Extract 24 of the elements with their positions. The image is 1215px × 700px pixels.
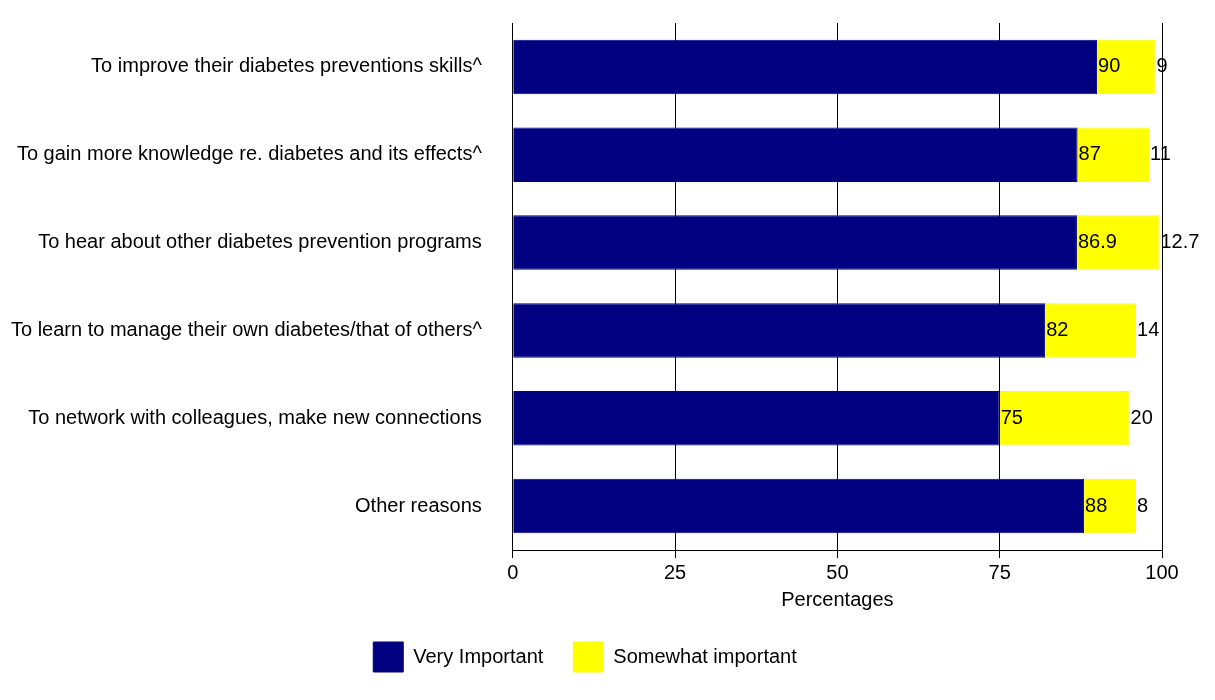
x-tick-label: 75 (988, 560, 1011, 583)
data-label: 8 (1137, 493, 1149, 516)
y-tick-label: To network with colleagues, make new connections (28, 405, 482, 428)
y-tick-label: To learn to manage their own diabetes/that of others^ (11, 317, 483, 340)
data-label: 12.7 (1160, 230, 1200, 253)
legend-label: Somewhat important (613, 644, 798, 667)
x-tick-label: 25 (663, 560, 687, 583)
y-tick-label: To hear about other diabetes prevention programs (38, 230, 482, 253)
data-label: 20 (1130, 405, 1153, 428)
x-axis-title: Percentages (781, 587, 894, 610)
data-label: 14 (1137, 317, 1160, 340)
x-tick-label: 0 (507, 560, 519, 583)
data-label: 82 (1046, 317, 1069, 340)
y-tick-label: To gain more knowledge re. diabetes and its effects^ (16, 142, 483, 165)
data-label: 87 (1078, 142, 1101, 165)
data-label: 86.9 (1077, 230, 1117, 253)
y-tick-label: Other reasons (355, 493, 482, 516)
data-label: 88 (1085, 493, 1108, 516)
data-label: 90 (1098, 54, 1121, 77)
legend-label: Very Important (413, 644, 544, 667)
x-tick-label: 100 (1145, 560, 1179, 583)
x-tick-label: 50 (826, 560, 849, 583)
y-tick-label: To improve their diabetes preventions skills^ (91, 54, 483, 77)
data-label: 75 (1000, 405, 1023, 428)
